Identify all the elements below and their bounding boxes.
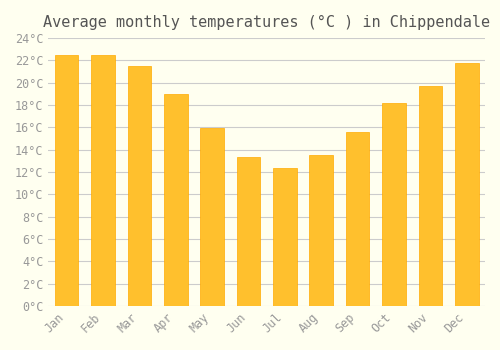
Bar	[418, 86, 442, 306]
Bar	[128, 66, 151, 306]
Bar	[200, 128, 224, 306]
Bar	[455, 63, 478, 306]
Title: Average monthly temperatures (°C ) in Chippendale: Average monthly temperatures (°C ) in Ch…	[43, 15, 490, 30]
Bar	[164, 94, 188, 306]
Bar	[236, 158, 260, 306]
Bar	[310, 155, 333, 306]
Bar	[54, 55, 78, 306]
Bar	[91, 55, 115, 306]
Bar	[382, 103, 406, 306]
Bar	[346, 132, 370, 306]
Bar	[273, 168, 296, 306]
